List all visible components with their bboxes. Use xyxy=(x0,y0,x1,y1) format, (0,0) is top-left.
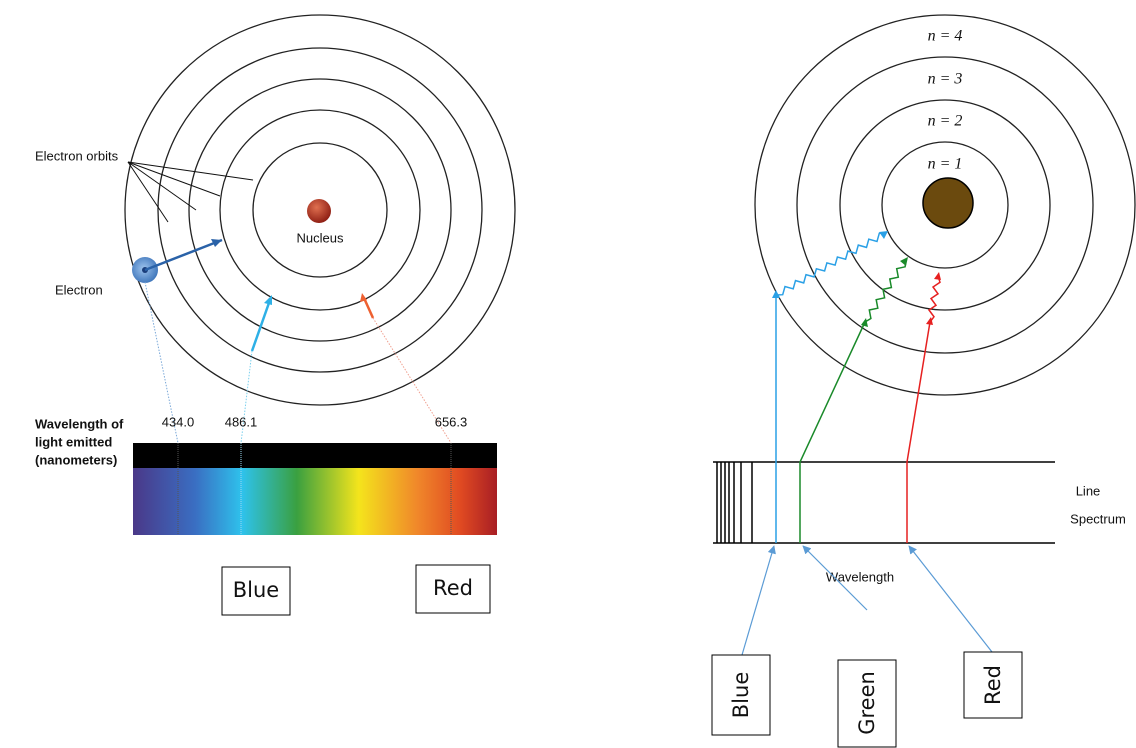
caption-line: Wavelength of xyxy=(35,416,124,431)
label-box xyxy=(221,566,291,616)
arrowhead xyxy=(772,290,780,298)
orbit xyxy=(754,14,1136,396)
pointer-lines xyxy=(127,161,254,223)
wavelength-label: 434.0 xyxy=(162,414,195,429)
electron-arrow xyxy=(144,238,223,272)
box-label: Red xyxy=(433,576,473,600)
wavelength-label: 656.3 xyxy=(435,414,468,429)
box-label: Blue xyxy=(233,578,279,602)
orbits-label: Electron orbits xyxy=(35,148,119,163)
left-diagram: Nucleus Electron orbits Electron Wavelen… xyxy=(35,14,516,616)
box-label: Blue xyxy=(729,672,753,718)
level-label: n = 4 xyxy=(928,28,963,45)
arrowhead xyxy=(900,257,908,266)
pointer-arrows xyxy=(741,545,993,656)
transition-red xyxy=(906,321,931,543)
axis-label: Wavelength xyxy=(826,569,894,584)
electron-label: Electron xyxy=(55,282,103,297)
orbit xyxy=(252,142,388,278)
photon-wave xyxy=(927,275,941,323)
level-label: n = 1 xyxy=(928,156,963,173)
spectrum-label: Line xyxy=(1076,483,1101,498)
spectrum-lines xyxy=(177,443,452,535)
emission-lines xyxy=(144,281,452,444)
orbit xyxy=(124,14,516,406)
arrowhead xyxy=(861,318,868,327)
spectrum-gradient xyxy=(133,468,497,535)
box-label: Green xyxy=(855,671,879,735)
orbit xyxy=(796,56,1094,354)
nucleus xyxy=(307,199,331,223)
arrowhead xyxy=(264,295,272,305)
photon-wave xyxy=(864,259,907,323)
wavelength-label: 486.1 xyxy=(225,414,258,429)
nucleus xyxy=(922,177,974,229)
spectrum-band xyxy=(133,443,497,468)
box-label: Red xyxy=(981,665,1005,705)
arrowhead xyxy=(360,293,367,302)
orbit xyxy=(881,141,1009,269)
photon-arrow-red xyxy=(362,297,375,319)
level-label: n = 2 xyxy=(928,113,963,130)
level-label: n = 3 xyxy=(928,71,963,88)
orbit xyxy=(839,99,1051,311)
arrowhead xyxy=(211,239,222,247)
caption-line: (nanometers) xyxy=(35,452,117,467)
label-box xyxy=(415,564,491,614)
photon-arrow-blue xyxy=(250,299,272,352)
orbit xyxy=(219,109,421,311)
photon-wave xyxy=(775,232,887,296)
orbit xyxy=(157,47,483,373)
label-box xyxy=(963,651,1023,719)
spectrum-label: Spectrum xyxy=(1070,511,1126,526)
nucleus-label: Nucleus xyxy=(297,230,344,245)
arrowhead xyxy=(926,317,933,325)
right-diagram: n = 4 n = 3 n = 2 n = 1 Line Spectrum Wa… xyxy=(711,14,1136,748)
orbit xyxy=(188,78,452,342)
arrowhead xyxy=(934,272,941,280)
transition-green xyxy=(799,321,866,543)
caption-line: light emitted xyxy=(35,434,112,449)
label-box xyxy=(837,659,897,748)
arrowhead xyxy=(879,231,888,239)
label-box xyxy=(711,654,771,736)
series-lines xyxy=(716,462,753,543)
